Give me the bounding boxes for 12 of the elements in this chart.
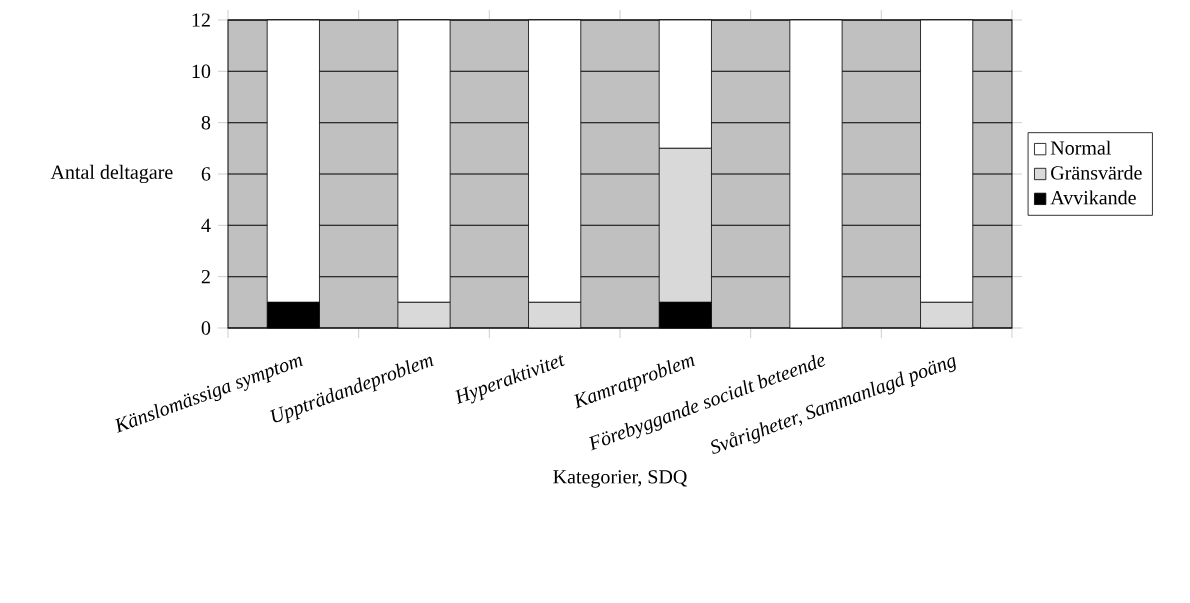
y-tick-label: 0 (201, 321, 211, 335)
x-axis-title: Kategorier, SDQ (553, 470, 688, 488)
legend-label: Normal (1050, 140, 1111, 155)
y-tick-label: 4 (201, 218, 211, 232)
y-tick-label: 10 (192, 64, 211, 79)
y-tick-label: 6 (201, 167, 211, 181)
y-axis-title: Antal deltagare (50, 164, 173, 184)
y-tick-label: 2 (201, 270, 210, 284)
y-tick-label: 8 (201, 115, 211, 130)
legend-label: Avvikande (1050, 190, 1136, 205)
legend-label: Gränsvärde (1051, 165, 1142, 180)
y-tick-label: 12 (192, 13, 210, 27)
